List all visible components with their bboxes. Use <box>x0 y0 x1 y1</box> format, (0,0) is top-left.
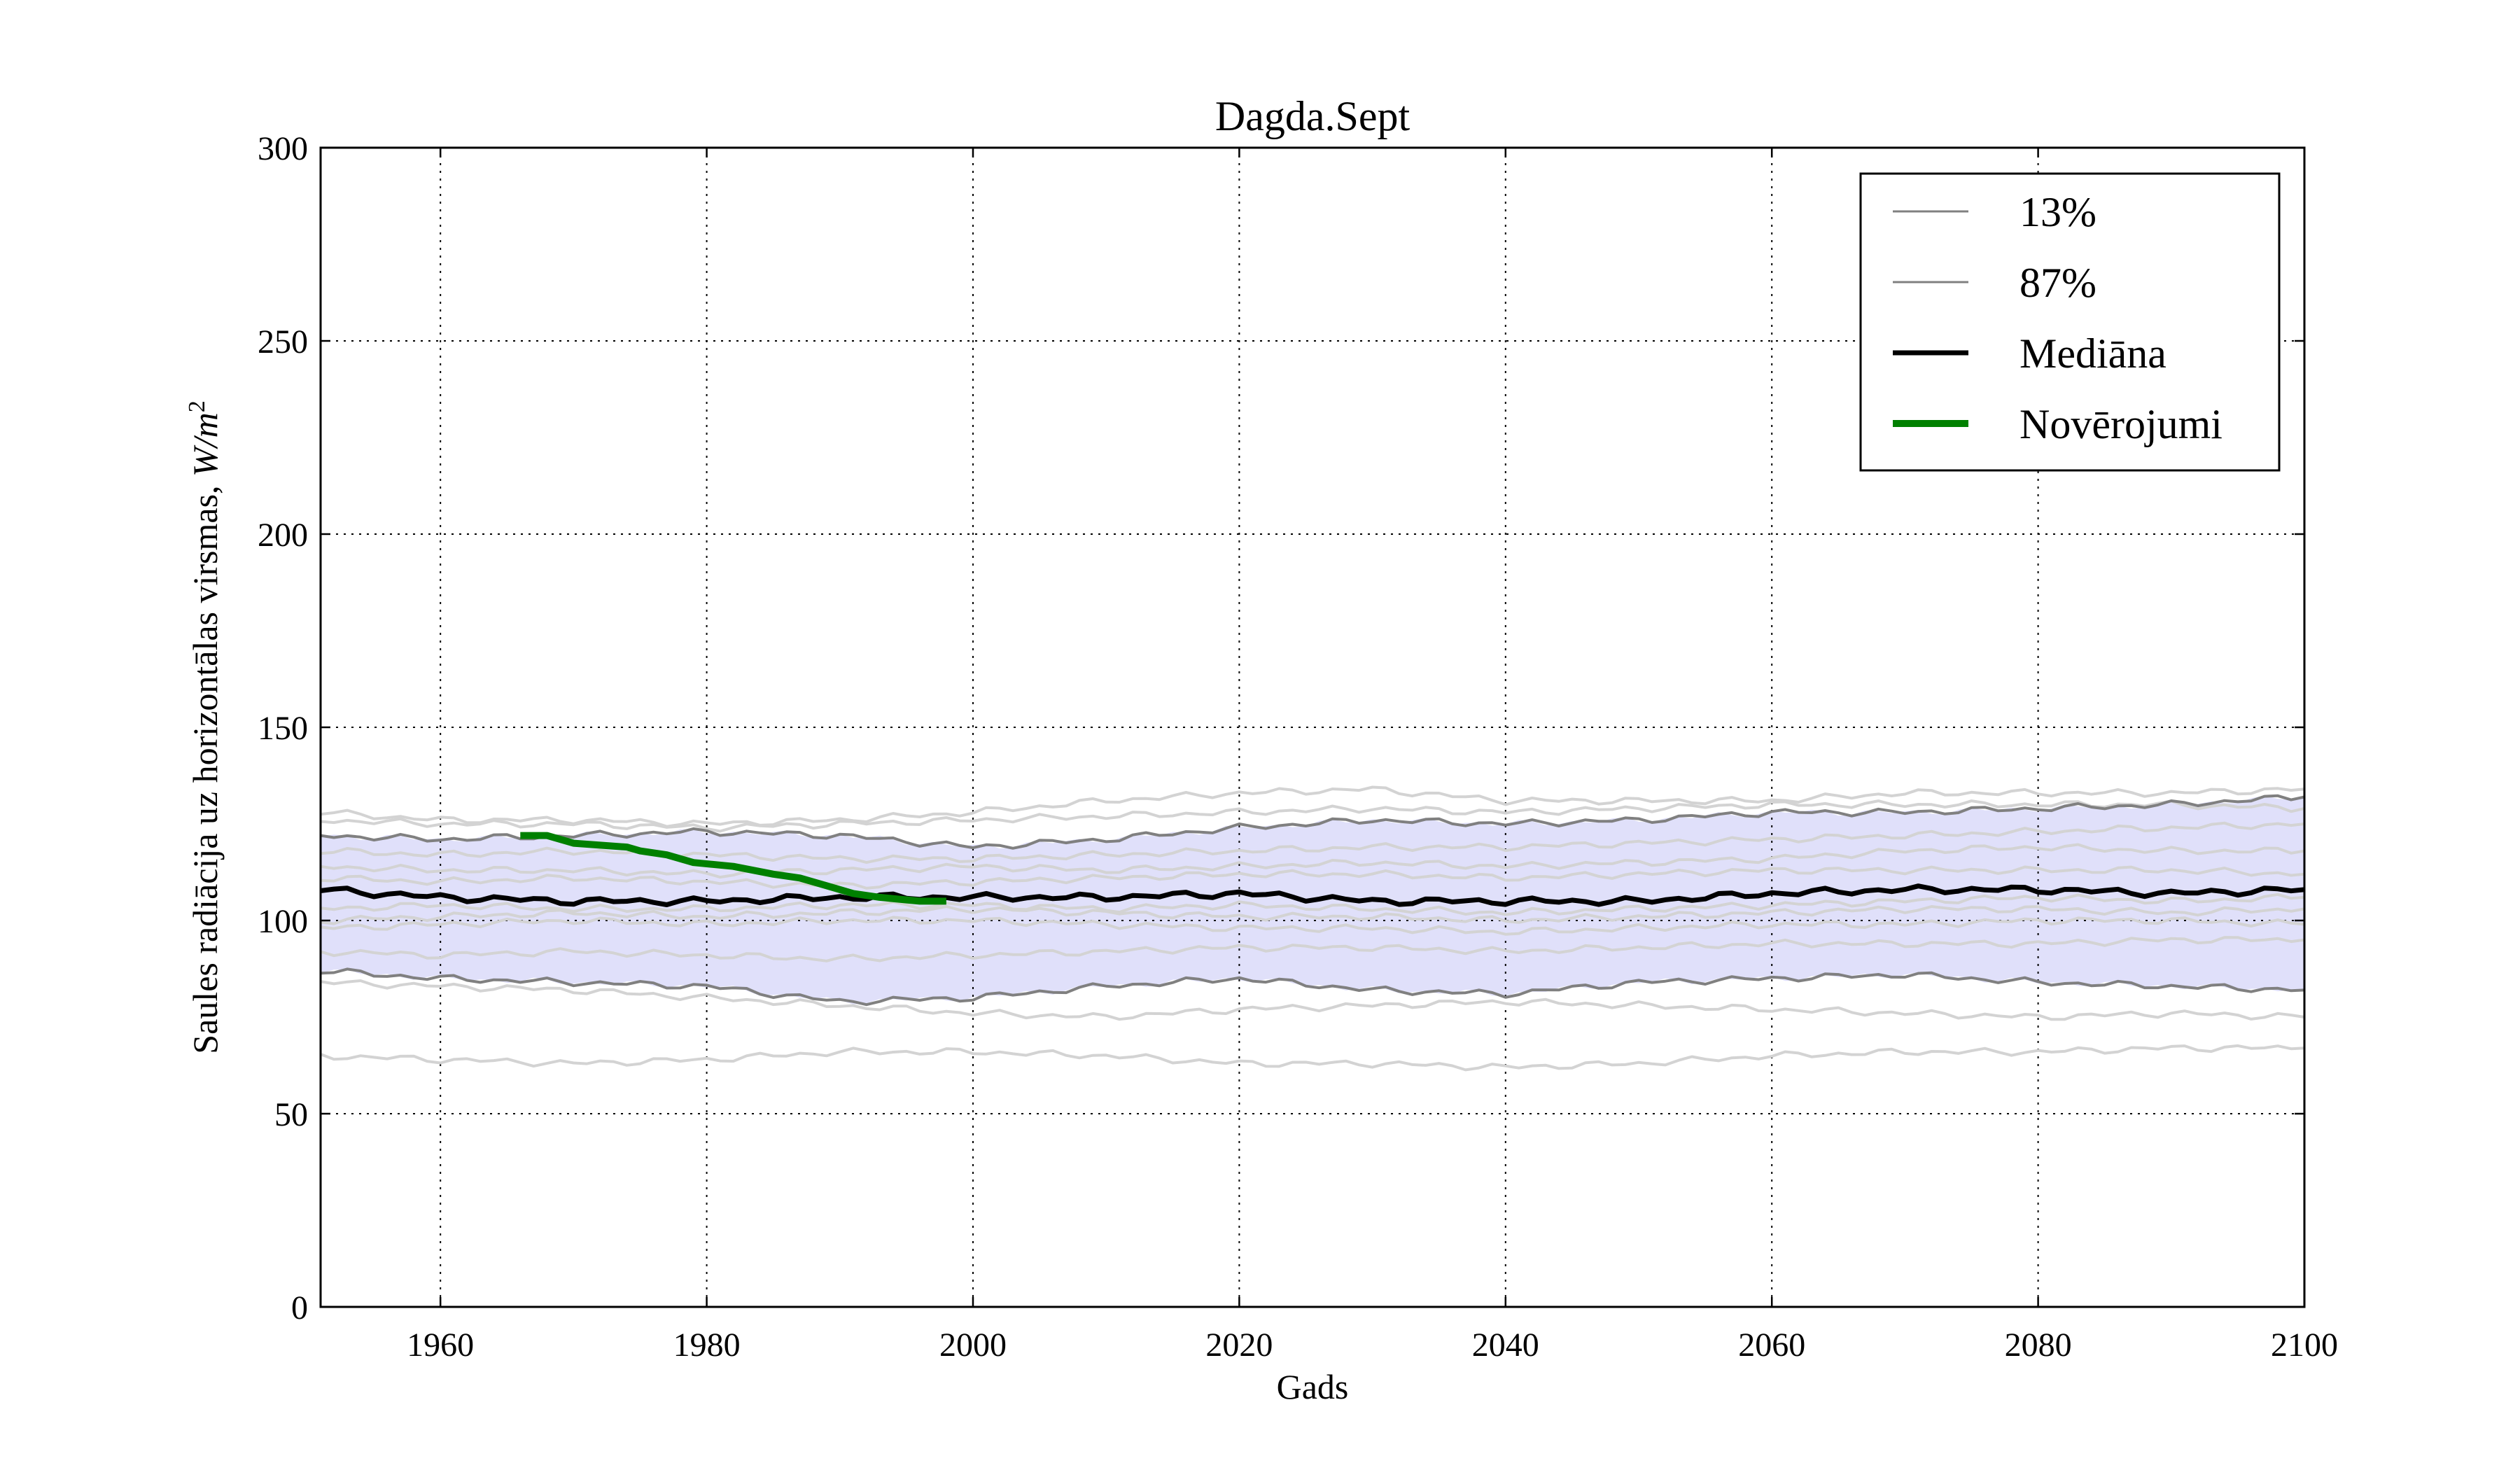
legend-label-median: Mediāna <box>2019 330 2166 377</box>
x-tick-label: 2000 <box>939 1326 1007 1364</box>
ensemble-line <box>320 785 2305 828</box>
x-axis-label: Gads <box>1277 1367 1349 1406</box>
y-tick-label: 0 <box>291 1289 308 1326</box>
ensemble-line <box>320 843 2305 879</box>
legend-label-13: 13% <box>2019 189 2096 235</box>
tick-layer: 1960 1980 2000 2020 2040 2060 2080 2100 0 50 100 15… <box>258 130 2338 1364</box>
percentile-line <box>320 794 2305 850</box>
observations-line <box>520 832 946 905</box>
y-tick-label: 200 <box>258 517 308 554</box>
y-tick-label: 250 <box>258 323 308 360</box>
ensemble-line <box>320 979 2305 1021</box>
y-axis-label: Saules radiācija uz horizontālas virsmas… <box>184 400 225 1054</box>
y-tick-label: 100 <box>258 903 308 940</box>
x-tick-label: 2060 <box>1738 1326 1805 1364</box>
y-axis-unit-m: m <box>186 412 225 438</box>
percentile-line <box>320 967 2305 1007</box>
x-tick-label: 1980 <box>673 1326 741 1364</box>
x-tick-label: 2080 <box>2005 1326 2072 1364</box>
y-axis-unit-exponent: 2 <box>184 400 210 412</box>
ensemble-line <box>320 916 2305 936</box>
ensemble-line <box>320 936 2305 962</box>
y-axis-unit-w: W <box>186 444 225 477</box>
y-axis-unit-slash: / <box>186 435 225 449</box>
ensemble-line <box>320 865 2305 890</box>
legend-label-observations: Novērojumi <box>2019 401 2222 447</box>
ensemble-line <box>320 905 2305 925</box>
x-tick-label: 2100 <box>2271 1326 2338 1364</box>
legend: 13% 87% Mediāna Novērojumi <box>1859 172 2281 472</box>
y-tick-label: 300 <box>258 130 308 167</box>
y-tick-label: 150 <box>258 710 308 747</box>
y-tick-label: 50 <box>274 1096 308 1133</box>
median-line <box>320 883 2305 907</box>
x-tick-label: 1960 <box>407 1326 474 1364</box>
series-layer <box>320 785 2305 1072</box>
x-tick-label: 2040 <box>1472 1326 1539 1364</box>
y-axis-label-text: Saules radiācija uz horizontālas virsmas… <box>186 477 225 1054</box>
x-tick-label: 2020 <box>1205 1326 1273 1364</box>
ensemble-line <box>320 1044 2305 1072</box>
ensemble-line <box>320 892 2305 916</box>
legend-label-87: 87% <box>2019 260 2096 306</box>
ensemble-line <box>320 799 2305 833</box>
chart-title: Dagda.Sept <box>1215 93 1410 139</box>
